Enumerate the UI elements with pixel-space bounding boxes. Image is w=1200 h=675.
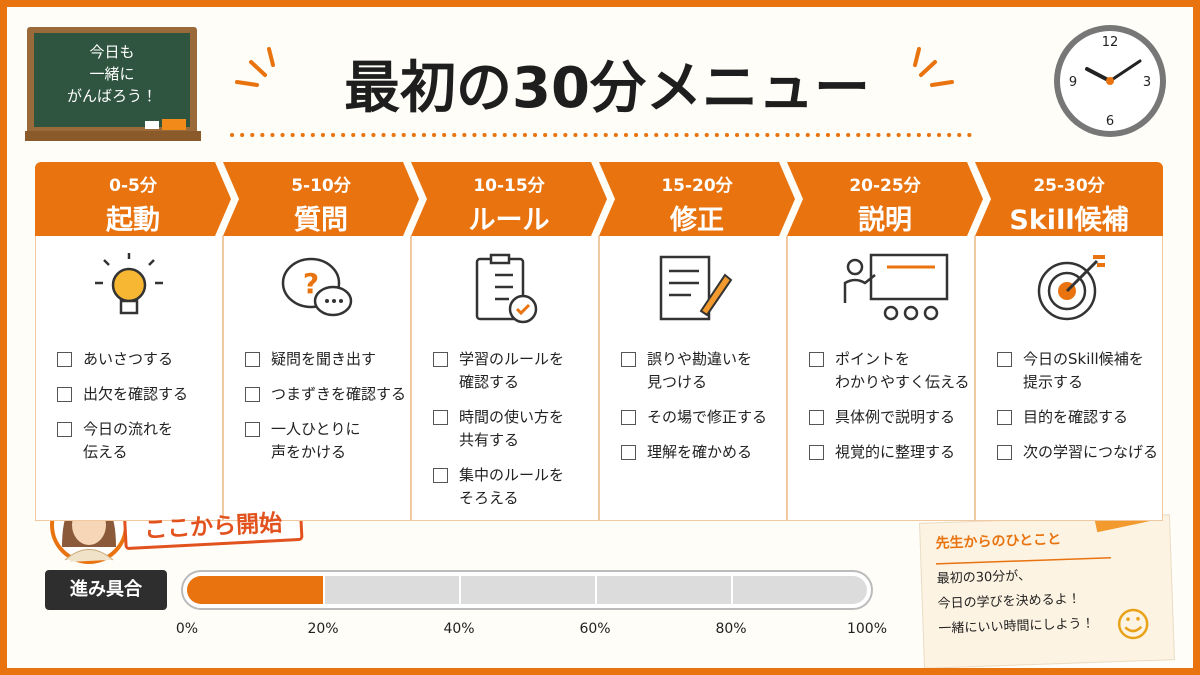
step-title: 修正	[670, 205, 724, 236]
checkbox	[57, 387, 72, 402]
progress-tick-label: 60%	[579, 621, 611, 637]
step-icon	[95, 253, 163, 315]
step-time: 20-25分	[849, 176, 921, 196]
svg-text:?: ?	[303, 267, 319, 300]
chalk-line: がんばろう！	[66, 87, 157, 105]
progress-fill	[187, 576, 323, 604]
step-time: 15-20分	[661, 176, 733, 196]
step-item: 次の学習につなげる	[1023, 443, 1159, 461]
step-icon	[843, 253, 949, 321]
step-icon: ?	[281, 257, 353, 317]
step-title: Skill候補	[1009, 205, 1129, 236]
checkbox	[997, 445, 1012, 460]
step-time: 10-15分	[473, 176, 545, 196]
checkbox	[433, 352, 448, 367]
checkbox	[433, 468, 448, 483]
step-item: 出欠を確認する	[83, 385, 189, 403]
step-item: 時間の使い方を 共有する	[459, 408, 565, 449]
step-header: 5-10分質問	[223, 162, 419, 236]
progress-divider	[731, 576, 733, 604]
checkbox	[621, 352, 636, 367]
progress-tick-label: 0%	[175, 621, 199, 637]
clock-number: 6	[1105, 114, 1115, 129]
step-header: 0-5分起動	[35, 162, 231, 236]
checkbox	[245, 422, 260, 437]
checkbox	[57, 422, 72, 437]
step-title: 説明	[858, 205, 912, 236]
checkbox	[997, 352, 1012, 367]
progress-tick-label: 20%	[307, 621, 339, 637]
title: 最初の30分メニュー	[344, 56, 870, 121]
step-time: 0-5分	[109, 176, 157, 196]
progress-tick-label: 80%	[715, 621, 747, 637]
checkbox	[433, 410, 448, 425]
checkbox	[245, 352, 260, 367]
step-item: 目的を確認する	[1023, 408, 1129, 426]
checkbox	[809, 352, 824, 367]
step-item: 一人ひとりに 声をかける	[271, 420, 361, 461]
checkbox	[621, 445, 636, 460]
checkbox	[809, 445, 824, 460]
step-icon	[659, 255, 733, 321]
step-item: つまずきを確認する	[271, 385, 407, 403]
step-item: 今日のSkill候補を 提示する	[1023, 350, 1144, 391]
step-title: 質問	[294, 205, 348, 236]
step-icon	[1037, 255, 1105, 321]
note: 先生からのひとこと 最初の30分が、 今日の学びを決めるよ！ 一緒にいい時間にしよう…	[935, 525, 1159, 642]
step-item: 具体例で説明する	[835, 408, 956, 426]
step-header: 25-30分 Skill候補	[975, 162, 1163, 236]
progress-divider	[459, 576, 461, 604]
chalkboard: 今日も一緒にがんばろう！	[34, 41, 190, 107]
checkbox	[621, 410, 636, 425]
progress-label: 進み具合	[45, 570, 167, 610]
step-item: 誤りや勘違いを 見つける	[647, 350, 753, 391]
progress-divider	[595, 576, 597, 604]
checkbox	[809, 410, 824, 425]
checkbox	[57, 352, 72, 367]
step-item: 学習のルールを 確認する	[459, 350, 565, 391]
step-icon	[475, 253, 538, 324]
step-item: ポイントを わかりやすく伝える	[835, 350, 970, 391]
clock-number: 3	[1142, 75, 1152, 90]
chalk-line: 一緒に	[89, 65, 135, 83]
step-header: 10-15分ルール	[411, 162, 607, 236]
step-title: 起動	[106, 205, 160, 236]
progress-tick-label: 40%	[443, 621, 475, 637]
step-time: 25-30分	[1033, 176, 1105, 196]
step-header: 20-25分説明	[787, 162, 983, 236]
step-item: 集中のルールを そろえる	[459, 466, 565, 507]
step-item: その場で修正する	[647, 408, 768, 426]
step-header: 15-20分修正	[599, 162, 795, 236]
step-item: 疑問を聞き出す	[271, 350, 377, 368]
checkbox	[997, 410, 1012, 425]
step-item: 視覚的に整理する	[835, 443, 956, 461]
clock-number: 9	[1068, 75, 1078, 90]
progress-divider	[323, 576, 325, 604]
step-item: 理解を確かめる	[647, 443, 753, 461]
checkbox	[245, 387, 260, 402]
note-lines: 最初の30分が、 今日の学びを決めるよ！ 一緒にいい時間にしよう！	[936, 559, 1158, 642]
chalk-line: 今日も	[89, 43, 135, 61]
clock-number: 12	[1101, 35, 1119, 50]
step-time: 5-10分	[291, 176, 351, 196]
step-title: ルール	[468, 205, 550, 236]
progress-tick-label: 100%	[846, 621, 888, 637]
step-item: あいさつする	[83, 350, 174, 368]
step-item: 今日の流れを 伝える	[83, 420, 174, 461]
